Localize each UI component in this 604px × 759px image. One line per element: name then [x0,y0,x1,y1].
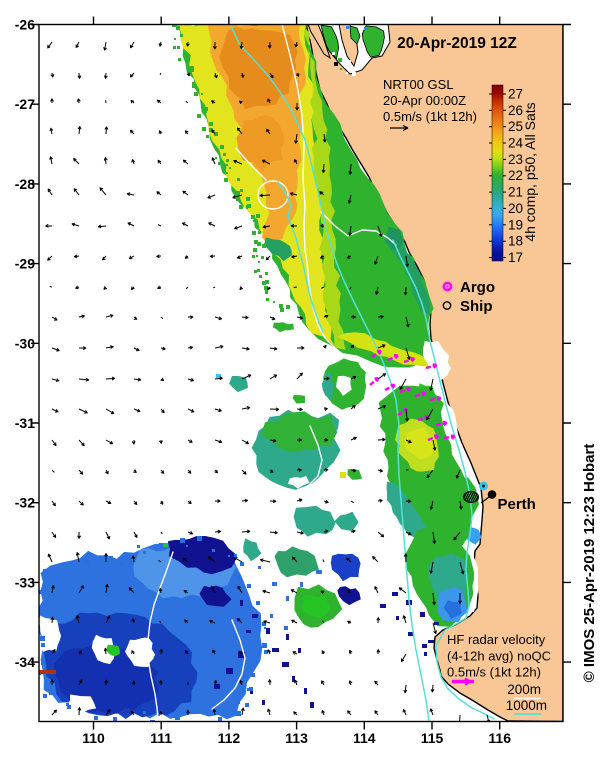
svg-text:20: 20 [508,201,523,216]
svg-text:4h comp, p50, All Sats: 4h comp, p50, All Sats [522,102,538,241]
svg-text:200m: 200m [507,682,541,697]
svg-text:-33: -33 [15,574,35,590]
svg-text:25: 25 [508,119,523,134]
svg-text:1000m: 1000m [506,698,547,713]
svg-text:0.5m/s (1kt 12h): 0.5m/s (1kt 12h) [383,109,477,124]
svg-text:-27: -27 [15,96,35,112]
svg-text:114: 114 [353,730,376,746]
svg-text:22: 22 [508,168,523,183]
svg-text:-31: -31 [15,415,35,431]
svg-text:20-Apr-2019 12Z: 20-Apr-2019 12Z [397,35,517,52]
svg-text:111: 111 [150,730,172,746]
svg-text:-29: -29 [15,256,35,272]
svg-text:110: 110 [82,730,105,746]
svg-text:-28: -28 [15,176,35,192]
svg-text:20-Apr 00:00Z: 20-Apr 00:00Z [383,93,466,108]
svg-text:-34: -34 [15,654,35,670]
svg-text:115: 115 [421,730,444,746]
svg-text:112: 112 [218,730,241,746]
svg-text:23: 23 [508,152,523,167]
svg-text:NRT00 GSL: NRT00 GSL [383,77,454,92]
svg-text:-30: -30 [15,335,35,351]
svg-text:HF radar velocity: HF radar velocity [447,632,546,647]
svg-text:Ship: Ship [460,298,493,315]
svg-text:17: 17 [508,250,523,265]
svg-text:113: 113 [285,730,308,746]
svg-text:18: 18 [508,234,523,249]
svg-text:© IMOS 25-Apr-2019 12:23 Hobar: © IMOS 25-Apr-2019 12:23 Hobart [581,444,598,683]
svg-text:(4-12h avg) noQC: (4-12h avg) noQC [447,649,551,664]
svg-text:24: 24 [508,136,524,151]
svg-text:27: 27 [508,87,523,102]
svg-text:21: 21 [508,185,523,200]
svg-text:Perth: Perth [498,496,536,513]
svg-text:0.5m/s (1kt 12h): 0.5m/s (1kt 12h) [447,665,541,680]
svg-text:26: 26 [508,103,523,118]
svg-text:116: 116 [488,730,511,746]
svg-text:-26: -26 [15,17,35,33]
svg-text:19: 19 [508,217,523,232]
svg-text:Argo: Argo [460,279,495,296]
svg-text:-32: -32 [15,495,35,511]
